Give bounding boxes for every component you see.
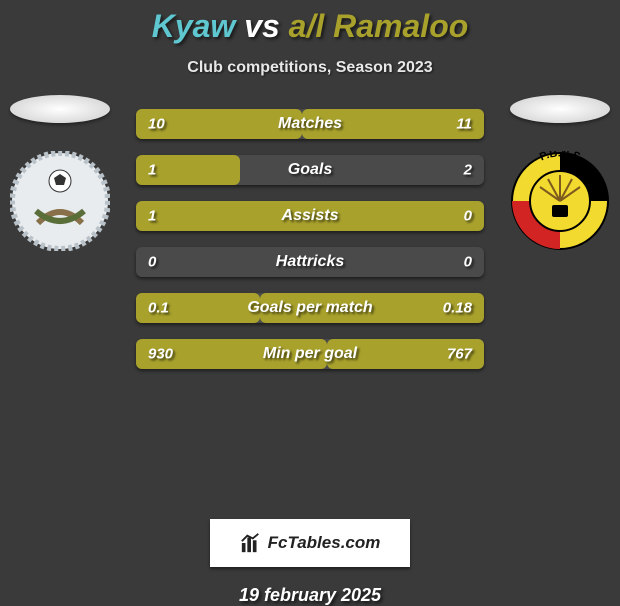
stat-value-right: 2 (464, 162, 472, 179)
oval-left (10, 95, 110, 123)
crest-left-svg (10, 151, 110, 251)
crest-left (10, 151, 110, 251)
player-b-name: a/l Ramaloo (289, 8, 469, 44)
stat-bar: 0 Hattricks 0 (136, 247, 484, 277)
stat-value-right: 0.18 (443, 300, 472, 317)
stat-bar: 10 Matches 11 (136, 109, 484, 139)
stat-label: Goals (288, 161, 332, 179)
player-a-name: Kyaw (152, 8, 236, 44)
crest-right-anvil (552, 205, 568, 217)
stat-bar: 930 Min per goal 767 (136, 339, 484, 369)
crest-right: P.B.N.S (510, 151, 610, 251)
stat-label: Goals per match (247, 299, 372, 317)
stat-value-right: 0 (464, 254, 472, 271)
brand-box[interactable]: FcTables.com (210, 519, 410, 567)
stat-bar: 1 Goals 2 (136, 155, 484, 185)
brand-text: FcTables.com (268, 533, 381, 553)
chart-icon (240, 532, 262, 554)
stat-label: Hattricks (276, 253, 344, 271)
content-area: P.B.N.S 10Matches111Goals21Assists00Hatt… (0, 95, 620, 515)
stat-label: Assists (282, 207, 339, 225)
stat-value-right: 767 (447, 346, 472, 363)
stat-value-left: 10 (148, 116, 165, 133)
stat-value-left: 0 (148, 254, 156, 271)
page-title: Kyaw vs a/l Ramaloo (0, 0, 620, 45)
crest-left-column (10, 95, 110, 251)
stat-label: Matches (278, 115, 342, 133)
stat-value-left: 930 (148, 346, 173, 363)
date: 19 february 2025 (0, 585, 620, 606)
stat-bar: 0.1 Goals per match 0.18 (136, 293, 484, 323)
stat-bar: 1 Assists 0 (136, 201, 484, 231)
stat-value-right: 0 (464, 208, 472, 225)
oval-right (510, 95, 610, 123)
stat-value-left: 1 (148, 162, 156, 179)
stat-value-right: 11 (456, 116, 472, 133)
crest-right-column: P.B.N.S (510, 95, 610, 251)
stats-bars: 10Matches111Goals21Assists00Hattricks00.… (136, 109, 484, 385)
crest-right-svg: P.B.N.S (510, 151, 610, 251)
stat-value-left: 0.1 (148, 300, 169, 317)
stat-value-left: 1 (148, 208, 156, 225)
vs-text: vs (244, 8, 280, 44)
subtitle: Club competitions, Season 2023 (0, 59, 620, 77)
stat-label: Min per goal (263, 345, 357, 363)
